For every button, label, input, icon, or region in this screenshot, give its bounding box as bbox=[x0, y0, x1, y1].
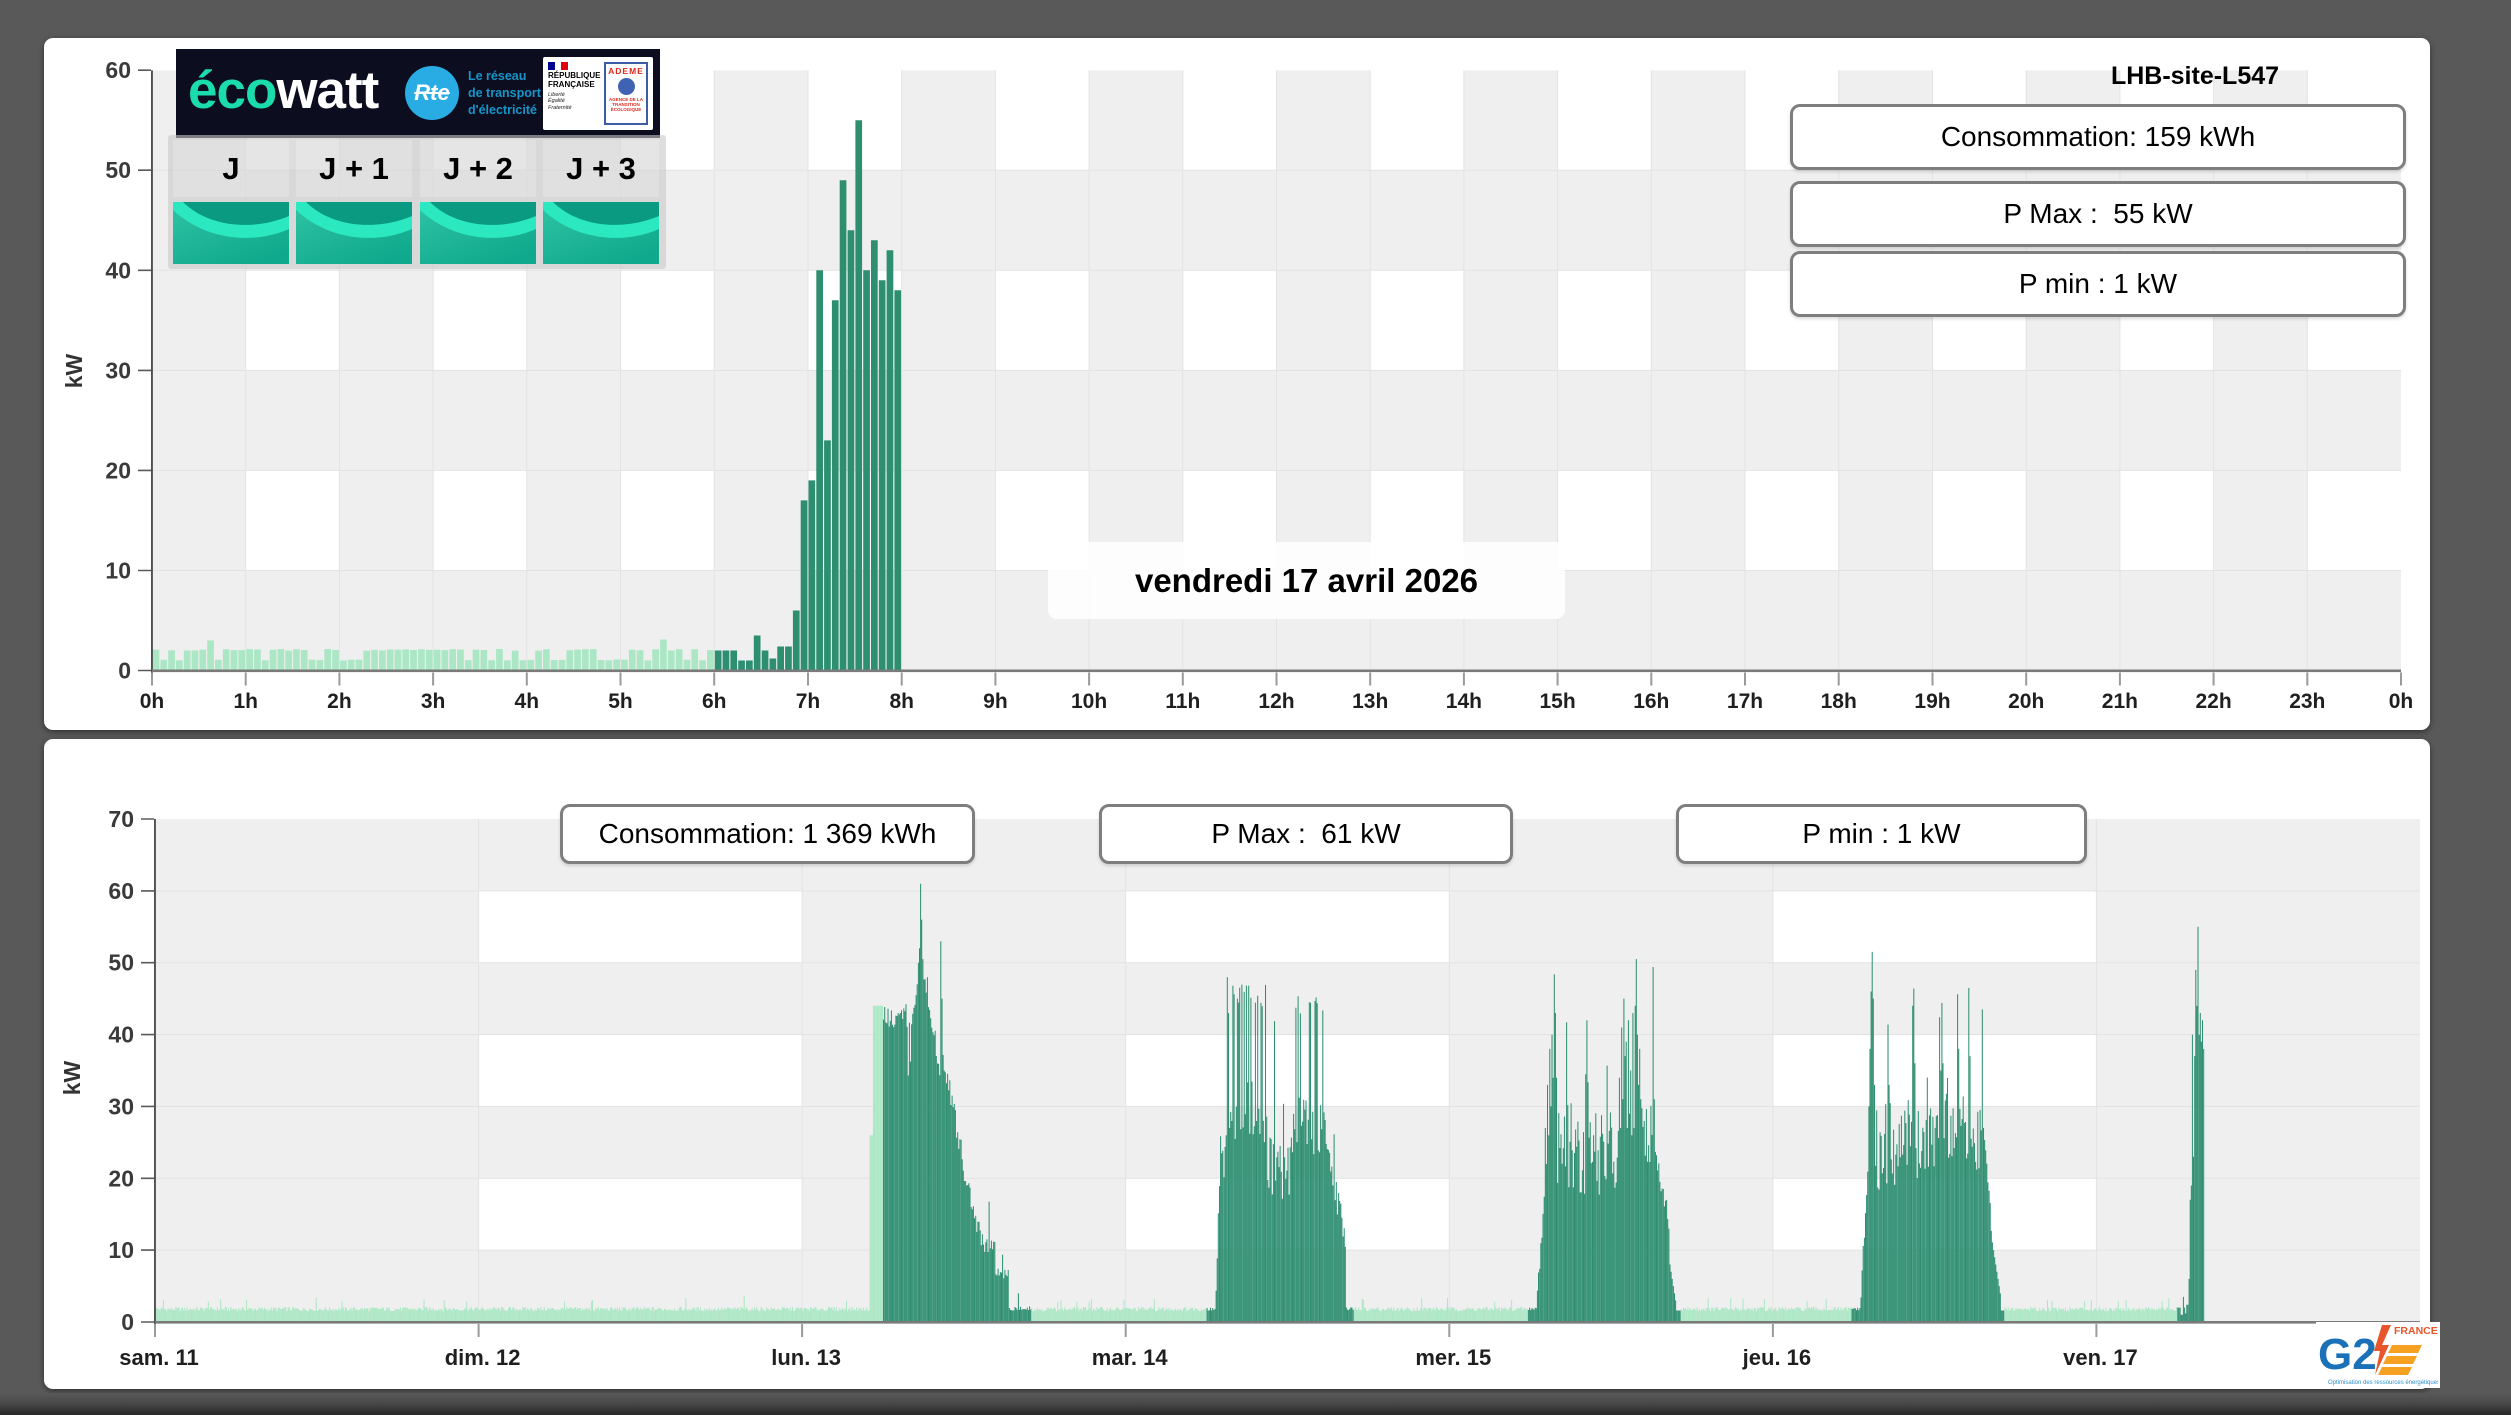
svg-text:4h: 4h bbox=[515, 690, 540, 713]
svg-text:16h: 16h bbox=[1633, 690, 1669, 713]
svg-text:0: 0 bbox=[118, 658, 131, 684]
svg-text:ven. 17: ven. 17 bbox=[2063, 1345, 2138, 1370]
svg-text:30: 30 bbox=[105, 357, 131, 383]
svg-text:9h: 9h bbox=[983, 690, 1008, 713]
svg-text:10h: 10h bbox=[1071, 690, 1107, 713]
svg-text:mar. 14: mar. 14 bbox=[1092, 1345, 1169, 1370]
svg-text:kW: kW bbox=[59, 1060, 85, 1095]
svg-text:10: 10 bbox=[108, 1237, 134, 1263]
svg-text:mer. 15: mer. 15 bbox=[1415, 1345, 1491, 1370]
svg-text:8h: 8h bbox=[889, 690, 914, 713]
svg-text:60: 60 bbox=[105, 57, 131, 83]
svg-text:10: 10 bbox=[105, 558, 131, 584]
svg-text:jeu. 16: jeu. 16 bbox=[1742, 1345, 1811, 1370]
svg-text:0h: 0h bbox=[2389, 690, 2414, 713]
svg-text:22h: 22h bbox=[2196, 690, 2232, 713]
svg-text:0h: 0h bbox=[140, 690, 165, 713]
svg-text:lun. 13: lun. 13 bbox=[771, 1345, 841, 1370]
svg-text:kW: kW bbox=[61, 353, 87, 388]
svg-text:2h: 2h bbox=[327, 690, 352, 713]
svg-text:3h: 3h bbox=[421, 690, 446, 713]
svg-text:5h: 5h bbox=[608, 690, 633, 713]
svg-text:dim. 12: dim. 12 bbox=[445, 1345, 521, 1370]
svg-text:Optimisation des ressources én: Optimisation des ressources énergétiques bbox=[2328, 1380, 2438, 1386]
svg-text:G2: G2 bbox=[2318, 1330, 2377, 1379]
svg-text:40: 40 bbox=[105, 257, 131, 283]
svg-text:sam. 11: sam. 11 bbox=[119, 1345, 199, 1370]
svg-text:17h: 17h bbox=[1727, 690, 1763, 713]
svg-text:20h: 20h bbox=[2008, 690, 2044, 713]
svg-text:20: 20 bbox=[105, 457, 131, 483]
svg-text:60: 60 bbox=[108, 878, 134, 904]
svg-text:15h: 15h bbox=[1540, 690, 1576, 713]
svg-text:23h: 23h bbox=[2289, 690, 2325, 713]
svg-text:7h: 7h bbox=[796, 690, 821, 713]
svg-text:6h: 6h bbox=[702, 690, 727, 713]
svg-text:50: 50 bbox=[108, 950, 134, 976]
svg-text:30: 30 bbox=[108, 1093, 134, 1119]
svg-text:11h: 11h bbox=[1165, 690, 1200, 713]
svg-text:FRANCE: FRANCE bbox=[2394, 1325, 2438, 1337]
svg-text:12h: 12h bbox=[1258, 690, 1294, 713]
svg-text:13h: 13h bbox=[1352, 690, 1388, 713]
svg-text:14h: 14h bbox=[1446, 690, 1482, 713]
svg-text:50: 50 bbox=[105, 157, 131, 183]
svg-text:21h: 21h bbox=[2102, 690, 2138, 713]
svg-text:0: 0 bbox=[121, 1309, 134, 1335]
svg-text:19h: 19h bbox=[1914, 690, 1950, 713]
svg-text:18h: 18h bbox=[1821, 690, 1857, 713]
svg-text:70: 70 bbox=[108, 806, 134, 832]
svg-text:20: 20 bbox=[108, 1165, 134, 1191]
svg-text:40: 40 bbox=[108, 1022, 134, 1048]
svg-text:1h: 1h bbox=[233, 690, 258, 713]
